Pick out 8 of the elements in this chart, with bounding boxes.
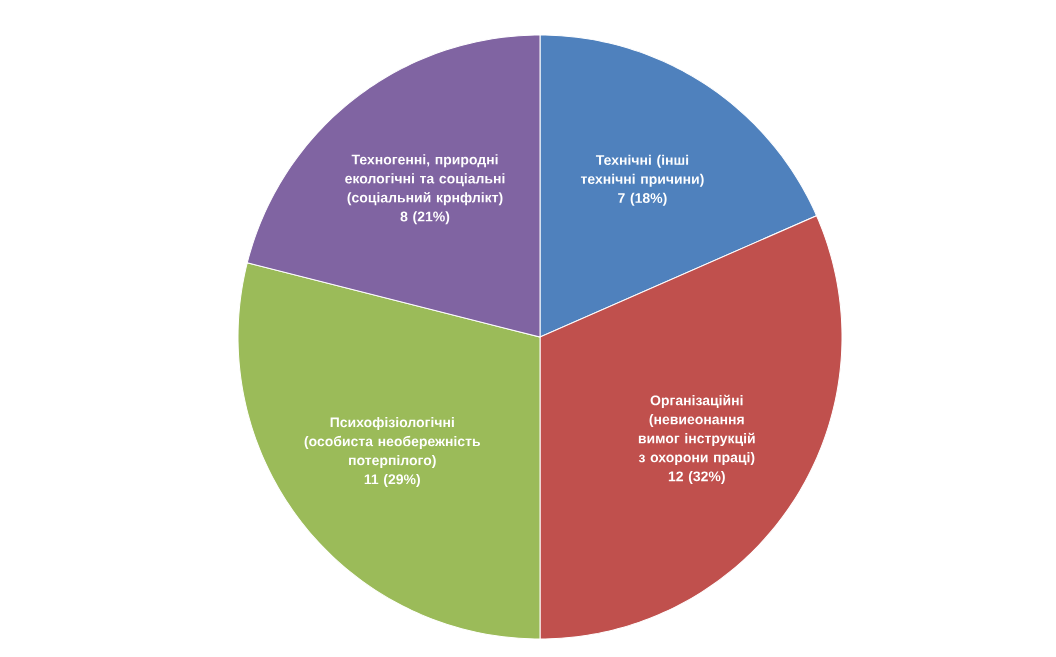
slice-label: Технічні (інші технічні причини) xyxy=(580,154,704,187)
data-label: 8 (21%) xyxy=(400,211,450,225)
slice-label: Організаційні (невиеонання вимог інструкцій з охорони праці) xyxy=(638,394,755,466)
data-label: 7 (18%) xyxy=(618,192,667,206)
data-label: 11 (29%) xyxy=(364,473,420,488)
slice-label: Психофізіологічні (особиста необережність потерпілого) xyxy=(304,416,480,469)
data-label: 12 (32%) xyxy=(668,471,725,485)
slice-label: Техногенні, природні екологічні та соціальні (соціальний крнфлікт) xyxy=(345,154,505,206)
